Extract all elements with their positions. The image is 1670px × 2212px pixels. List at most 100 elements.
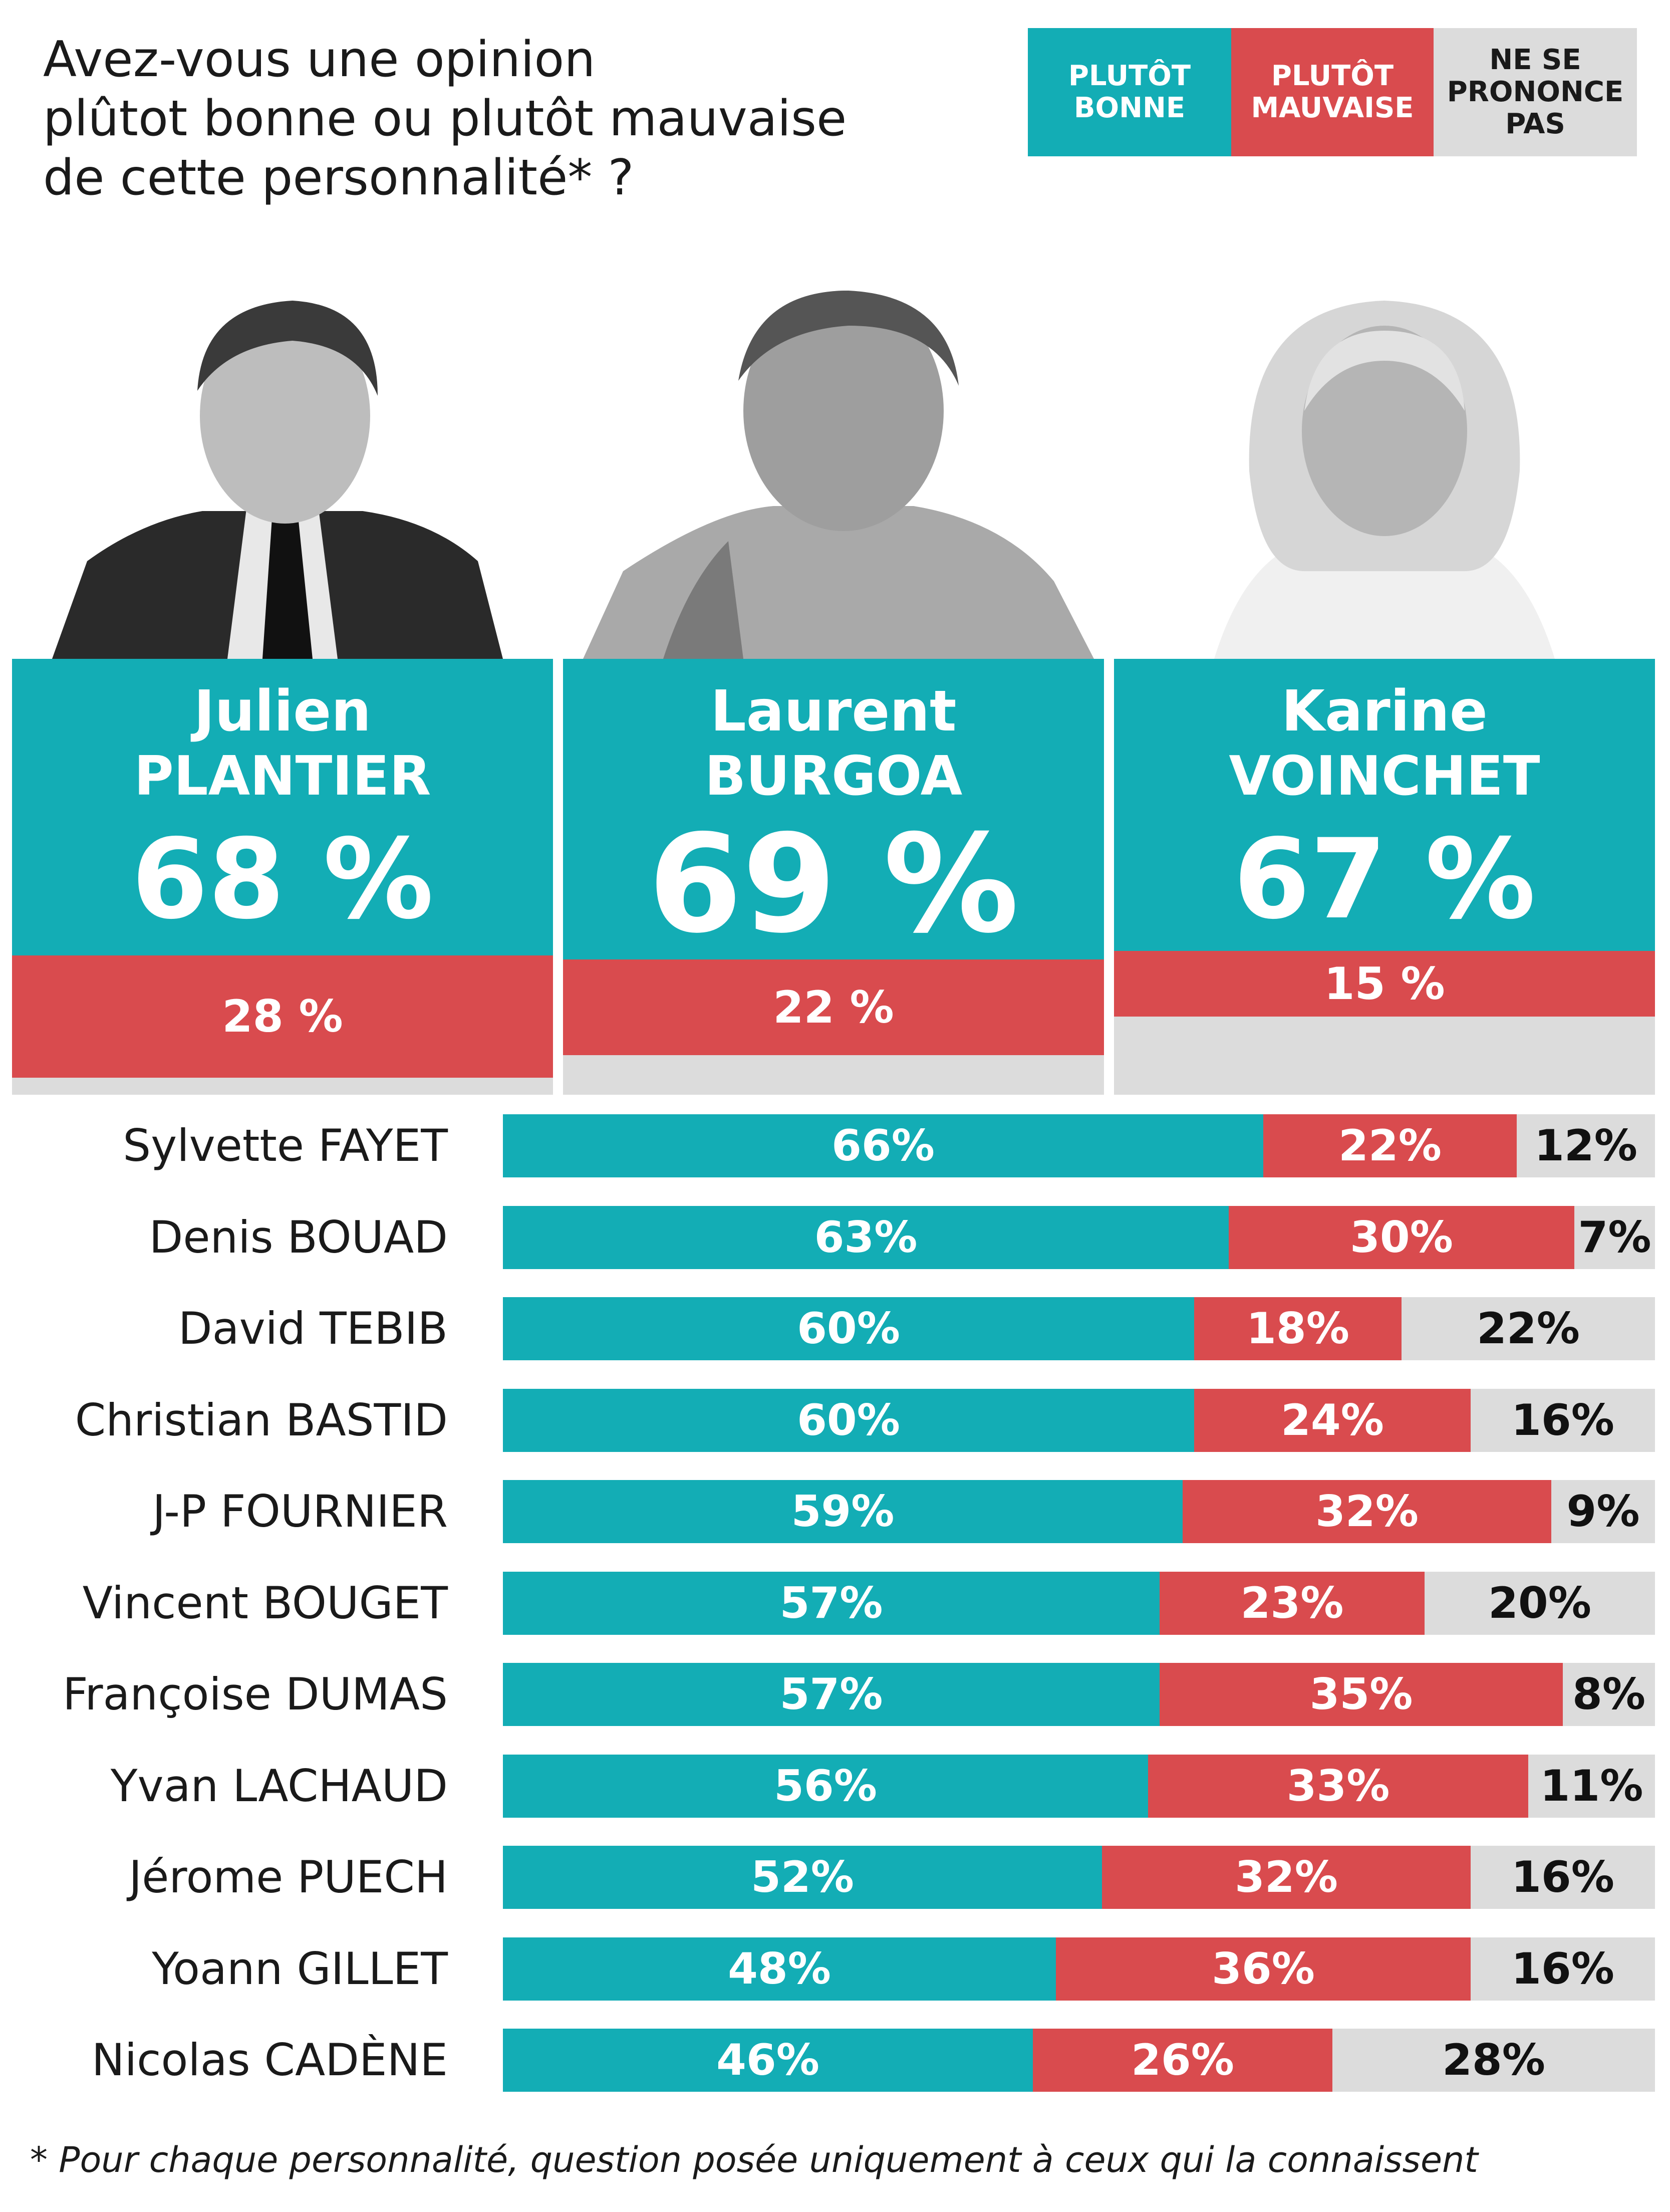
person-name: Christian BASTID <box>75 1394 448 1446</box>
stacked-bar: 57% 35% 8% <box>503 1663 1655 1726</box>
bad-segment: 36% <box>1056 1937 1471 2001</box>
bad-segment: 24% <box>1194 1389 1471 1452</box>
last-name: VOINCHET <box>1229 745 1540 808</box>
legend-text: PRONONCE <box>1447 76 1624 108</box>
last-name: BURGOA <box>704 745 963 808</box>
no-opinion-segment: 16% <box>1471 1937 1655 2001</box>
no-opinion-segment: 11% <box>1528 1755 1655 1818</box>
bar-row: Denis BOUAD 63% 30% 7% <box>0 1206 1670 1269</box>
person-name: Denis BOUAD <box>149 1211 448 1263</box>
bar-row: Yoann GILLET 48% 36% 16% <box>0 1937 1670 2001</box>
good-segment: 66% <box>503 1114 1263 1177</box>
bad-segment: 30% <box>1229 1206 1574 1269</box>
no-opinion-segment: 7% <box>1574 1206 1655 1269</box>
featured-card-plantier: Julien PLANTIER 68 % 28 % <box>12 301 553 1095</box>
good-segment: 57% <box>503 1663 1160 1726</box>
legend-text: PAS <box>1505 108 1565 140</box>
bad-opinion-block: 22 % <box>563 959 1104 1055</box>
good-opinion-block: Julien PLANTIER 68 % <box>12 659 553 955</box>
good-segment: 52% <box>503 1846 1102 1909</box>
bar-row: Françoise DUMAS 57% 35% 8% <box>0 1663 1670 1726</box>
bar-row: Jérome PUECH 52% 32% 16% <box>0 1846 1670 1909</box>
bad-percentage: 15 % <box>1324 958 1445 1010</box>
good-segment: 59% <box>503 1480 1183 1543</box>
stacked-bar: 46% 26% 28% <box>503 2029 1655 2092</box>
good-segment: 56% <box>503 1755 1148 1818</box>
first-name: Karine <box>1281 679 1488 744</box>
bad-segment: 26% <box>1033 2029 1332 2092</box>
bad-percentage: 22 % <box>773 981 894 1033</box>
bar-row: Yvan LACHAUD 56% 33% 11% <box>0 1755 1670 1818</box>
good-percentage: 68 % <box>131 815 434 943</box>
question-line: plûtot bonne ou plutôt mauvaise <box>43 90 847 147</box>
portrait-photo <box>563 261 1104 659</box>
person-name: Vincent BOUGET <box>82 1577 448 1629</box>
person-name: David TEBIB <box>178 1303 448 1354</box>
no-opinion-segment: 16% <box>1471 1389 1655 1452</box>
portrait-photo <box>12 261 553 659</box>
stacked-bar: 63% 30% 7% <box>503 1206 1655 1269</box>
good-percentage: 69 % <box>648 805 1019 963</box>
question-line: de cette personnalité* ? <box>43 149 634 206</box>
stacked-bar: 60% 24% 16% <box>503 1389 1655 1452</box>
last-name: PLANTIER <box>134 745 431 808</box>
bar-row: Sylvette FAYET 66% 22% 12% <box>0 1114 1670 1177</box>
stacked-bar: 59% 32% 9% <box>503 1480 1655 1543</box>
good-segment: 48% <box>503 1937 1056 2001</box>
person-name: Jérome PUECH <box>129 1851 448 1903</box>
bar-row: Christian BASTID 60% 24% 16% <box>0 1389 1670 1452</box>
no-opinion-segment: 8% <box>1563 1663 1655 1726</box>
no-opinion-segment: 22% <box>1402 1297 1655 1360</box>
portrait-photo <box>1114 261 1655 659</box>
person-name: Nicolas CADÈNE <box>91 2034 448 2086</box>
legend-text: PLUTÔT <box>1068 60 1191 92</box>
stacked-bar: 57% 23% 20% <box>503 1572 1655 1635</box>
legend-text: BONNE <box>1073 92 1186 124</box>
good-segment: 63% <box>503 1206 1229 1269</box>
featured-card-voinchet: Karine VOINCHET 67 % 15 % <box>1114 301 1655 1095</box>
good-segment: 57% <box>503 1572 1160 1635</box>
bad-segment: 32% <box>1183 1480 1551 1543</box>
legend-no-opinion: NE SE PRONONCE PAS <box>1434 28 1637 156</box>
good-segment: 46% <box>503 2029 1033 2092</box>
bad-segment: 22% <box>1263 1114 1517 1177</box>
legend-bad: PLUTÔT MAUVAISE <box>1231 28 1434 156</box>
bad-opinion-block: 15 % <box>1114 951 1655 1017</box>
first-name: Julien <box>194 679 371 744</box>
question-line: Avez-vous une opinion <box>43 31 596 88</box>
stacked-bar: 48% 36% 16% <box>503 1937 1655 2001</box>
stacked-bar: 52% 32% 16% <box>503 1846 1655 1909</box>
good-percentage: 67 % <box>1233 815 1536 943</box>
stacked-bar: 56% 33% 11% <box>503 1755 1655 1818</box>
bad-segment: 35% <box>1160 1663 1563 1726</box>
bar-row: Nicolas CADÈNE 46% 26% 28% <box>0 2029 1670 2092</box>
bad-segment: 32% <box>1102 1846 1471 1909</box>
legend-text: PLUTÔT <box>1271 60 1394 92</box>
question-title: Avez-vous une opinion plûtot bonne ou pl… <box>43 30 995 207</box>
legend-text: MAUVAISE <box>1251 92 1414 124</box>
no-opinion-segment: 20% <box>1425 1572 1655 1635</box>
person-name: Sylvette FAYET <box>123 1120 448 1171</box>
bad-percentage: 28 % <box>222 991 343 1042</box>
person-name: Yoann GILLET <box>152 1943 448 1995</box>
bar-row: David TEBIB 60% 18% 22% <box>0 1297 1670 1360</box>
person-name: Yvan LACHAUD <box>110 1760 448 1812</box>
good-opinion-block: Laurent BURGOA 69 % <box>563 659 1104 959</box>
good-segment: 60% <box>503 1297 1194 1360</box>
first-name: Laurent <box>710 679 957 744</box>
legend-good: PLUTÔT BONNE <box>1028 28 1231 156</box>
person-name: J-P FOURNIER <box>152 1486 448 1537</box>
no-opinion-segment: 16% <box>1471 1846 1655 1909</box>
bar-row: Vincent BOUGET 57% 23% 20% <box>0 1572 1670 1635</box>
good-opinion-block: Karine VOINCHET 67 % <box>1114 659 1655 951</box>
bad-opinion-block: 28 % <box>12 955 553 1078</box>
bad-segment: 18% <box>1194 1297 1402 1360</box>
no-opinion-segment: 9% <box>1551 1480 1655 1543</box>
featured-card-burgoa: Laurent BURGOA 69 % 22 % <box>563 291 1104 1095</box>
legend: PLUTÔT BONNE PLUTÔT MAUVAISE NE SE PRONONCE… <box>1028 28 1637 156</box>
person-name: Françoise DUMAS <box>63 1668 448 1720</box>
bar-row: J-P FOURNIER 59% 32% 9% <box>0 1480 1670 1543</box>
stacked-bar: 66% 22% 12% <box>503 1114 1655 1177</box>
stacked-bar: 60% 18% 22% <box>503 1297 1655 1360</box>
no-opinion-segment: 12% <box>1517 1114 1655 1177</box>
